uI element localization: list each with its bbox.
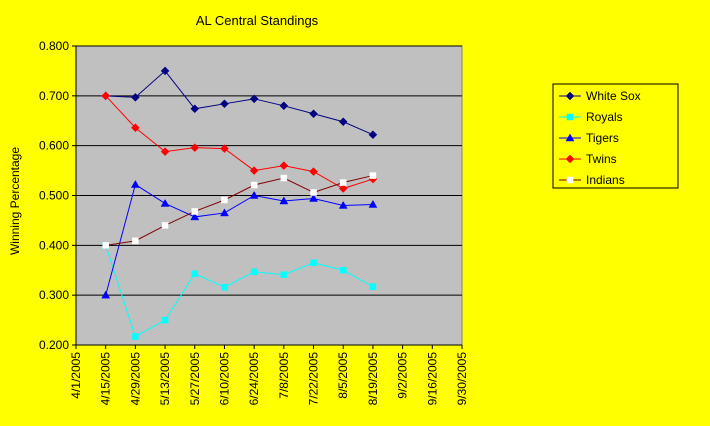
x-tick-label: 4/29/2005 xyxy=(128,352,142,406)
data-point xyxy=(338,184,348,193)
data-point xyxy=(339,267,347,274)
x-tick-label: 8/5/2005 xyxy=(336,352,350,399)
data-point xyxy=(160,66,170,76)
x-tick-label: 4/1/2005 xyxy=(69,352,83,399)
data-point xyxy=(250,181,258,189)
data-point xyxy=(249,166,259,175)
x-tick-label: 7/22/2005 xyxy=(307,352,321,406)
x-tick-label: 9/30/2005 xyxy=(455,352,469,406)
series-twins xyxy=(101,91,378,193)
data-point xyxy=(220,208,229,217)
data-point xyxy=(309,193,318,202)
data-point xyxy=(279,101,289,111)
series-royals xyxy=(102,242,377,340)
legend-marker xyxy=(566,113,574,121)
legend-label: Indians xyxy=(586,173,625,187)
x-tick-label: 9/2/2005 xyxy=(396,352,410,399)
data-point xyxy=(339,179,347,186)
data-point xyxy=(280,271,288,278)
data-point xyxy=(249,94,259,104)
series-line xyxy=(105,70,374,136)
data-point xyxy=(190,104,200,114)
data-point xyxy=(130,180,140,188)
legend-box xyxy=(552,83,679,189)
legend-marker xyxy=(566,176,574,184)
x-tick-label: 6/10/2005 xyxy=(217,352,231,406)
data-point xyxy=(161,316,169,324)
y-tick-label: 0.800 xyxy=(39,39,69,53)
data-point xyxy=(102,242,109,249)
data-point xyxy=(190,143,200,153)
legend-label: Royals xyxy=(586,110,623,124)
y-axis-label: Winning Percentage xyxy=(8,147,22,255)
data-point xyxy=(368,130,378,140)
data-point xyxy=(368,199,378,208)
data-point xyxy=(190,212,200,221)
data-point xyxy=(160,147,170,157)
data-point xyxy=(101,91,111,101)
legend-marker xyxy=(565,91,575,101)
data-point xyxy=(369,172,377,179)
data-point xyxy=(309,109,318,119)
legend-marker xyxy=(565,133,575,142)
x-tick-label: 7/8/2005 xyxy=(277,352,291,399)
data-point xyxy=(338,117,348,127)
data-point xyxy=(310,259,317,267)
data-point xyxy=(191,270,199,277)
data-point xyxy=(250,268,258,275)
data-point xyxy=(132,333,139,340)
data-point xyxy=(101,290,111,299)
x-tick-label: 6/24/2005 xyxy=(247,352,261,406)
data-point xyxy=(161,222,169,229)
plot-area: 0.200 0.300 0.400 0.500 0.600 0.700 0.800 4/1/2… xyxy=(39,39,469,405)
legend-label: Tigers xyxy=(586,131,619,145)
y-tick-label: 0.500 xyxy=(39,189,69,203)
chart-title: AL Central Standings xyxy=(196,13,319,28)
data-point xyxy=(131,92,140,102)
x-tick-label: 8/19/2005 xyxy=(366,352,380,406)
data-point xyxy=(160,198,170,207)
series-line xyxy=(105,175,374,246)
data-point xyxy=(221,283,228,291)
series-tigers xyxy=(101,180,378,299)
y-tick-label: 0.400 xyxy=(39,238,69,252)
x-tick-label: 9/16/2005 xyxy=(425,352,439,406)
data-point xyxy=(369,283,377,290)
data-point xyxy=(279,161,289,170)
data-point xyxy=(310,189,317,196)
legend-label: Twins xyxy=(586,152,617,166)
y-tick-label: 0.200 xyxy=(39,338,69,352)
data-point xyxy=(221,196,228,204)
y-tick-label: 0.700 xyxy=(39,89,69,103)
data-point xyxy=(280,174,288,182)
data-point xyxy=(191,208,199,215)
x-tick-label: 5/27/2005 xyxy=(188,352,202,406)
data-point xyxy=(131,123,140,133)
series-line xyxy=(105,95,374,190)
data-point xyxy=(132,237,139,245)
x-tick-label: 5/13/2005 xyxy=(158,352,172,406)
x-tick-label: 4/15/2005 xyxy=(99,352,113,406)
series-indians xyxy=(102,172,377,249)
data-point xyxy=(220,144,229,154)
y-tick-label: 0.600 xyxy=(39,139,69,153)
legend-marker xyxy=(565,154,575,164)
legend: White Sox Royals Tigers Twins Indians xyxy=(552,83,679,189)
data-point xyxy=(220,99,229,109)
data-point xyxy=(279,196,289,205)
data-point xyxy=(249,190,259,199)
series-white-sox xyxy=(101,66,378,140)
y-tick-label: 0.300 xyxy=(39,288,69,302)
series-line xyxy=(105,245,374,338)
series-line xyxy=(105,183,373,296)
legend-label: White Sox xyxy=(586,89,641,103)
data-point xyxy=(309,167,318,176)
data-point xyxy=(338,200,348,209)
